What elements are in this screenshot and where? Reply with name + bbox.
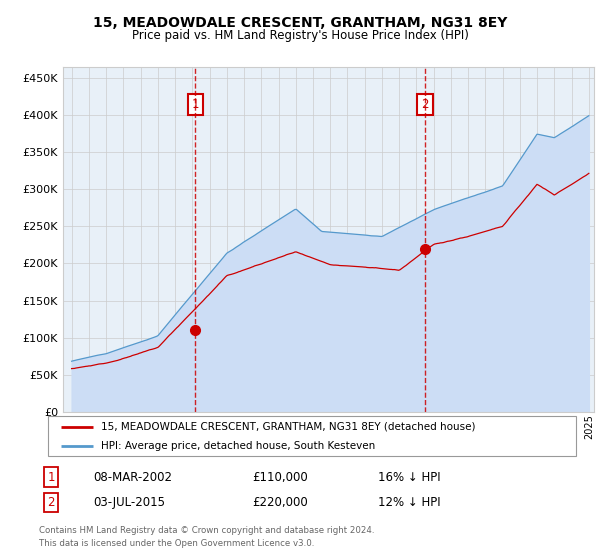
Text: £220,000: £220,000: [252, 496, 308, 509]
Text: 12% ↓ HPI: 12% ↓ HPI: [378, 496, 440, 509]
Text: This data is licensed under the Open Government Licence v3.0.: This data is licensed under the Open Gov…: [39, 539, 314, 548]
Text: 15, MEADOWDALE CRESCENT, GRANTHAM, NG31 8EY: 15, MEADOWDALE CRESCENT, GRANTHAM, NG31 …: [93, 16, 507, 30]
Text: 15, MEADOWDALE CRESCENT, GRANTHAM, NG31 8EY (detached house): 15, MEADOWDALE CRESCENT, GRANTHAM, NG31 …: [101, 422, 475, 432]
Text: 08-MAR-2002: 08-MAR-2002: [93, 470, 172, 484]
Text: 1: 1: [47, 470, 55, 484]
FancyBboxPatch shape: [48, 416, 576, 456]
Text: HPI: Average price, detached house, South Kesteven: HPI: Average price, detached house, Sout…: [101, 441, 375, 450]
Text: 03-JUL-2015: 03-JUL-2015: [93, 496, 165, 509]
Text: 1: 1: [191, 98, 199, 111]
Text: Contains HM Land Registry data © Crown copyright and database right 2024.: Contains HM Land Registry data © Crown c…: [39, 526, 374, 535]
Text: £110,000: £110,000: [252, 470, 308, 484]
Text: Price paid vs. HM Land Registry's House Price Index (HPI): Price paid vs. HM Land Registry's House …: [131, 29, 469, 42]
Text: 2: 2: [421, 98, 429, 111]
Text: 2: 2: [47, 496, 55, 509]
Text: 16% ↓ HPI: 16% ↓ HPI: [378, 470, 440, 484]
